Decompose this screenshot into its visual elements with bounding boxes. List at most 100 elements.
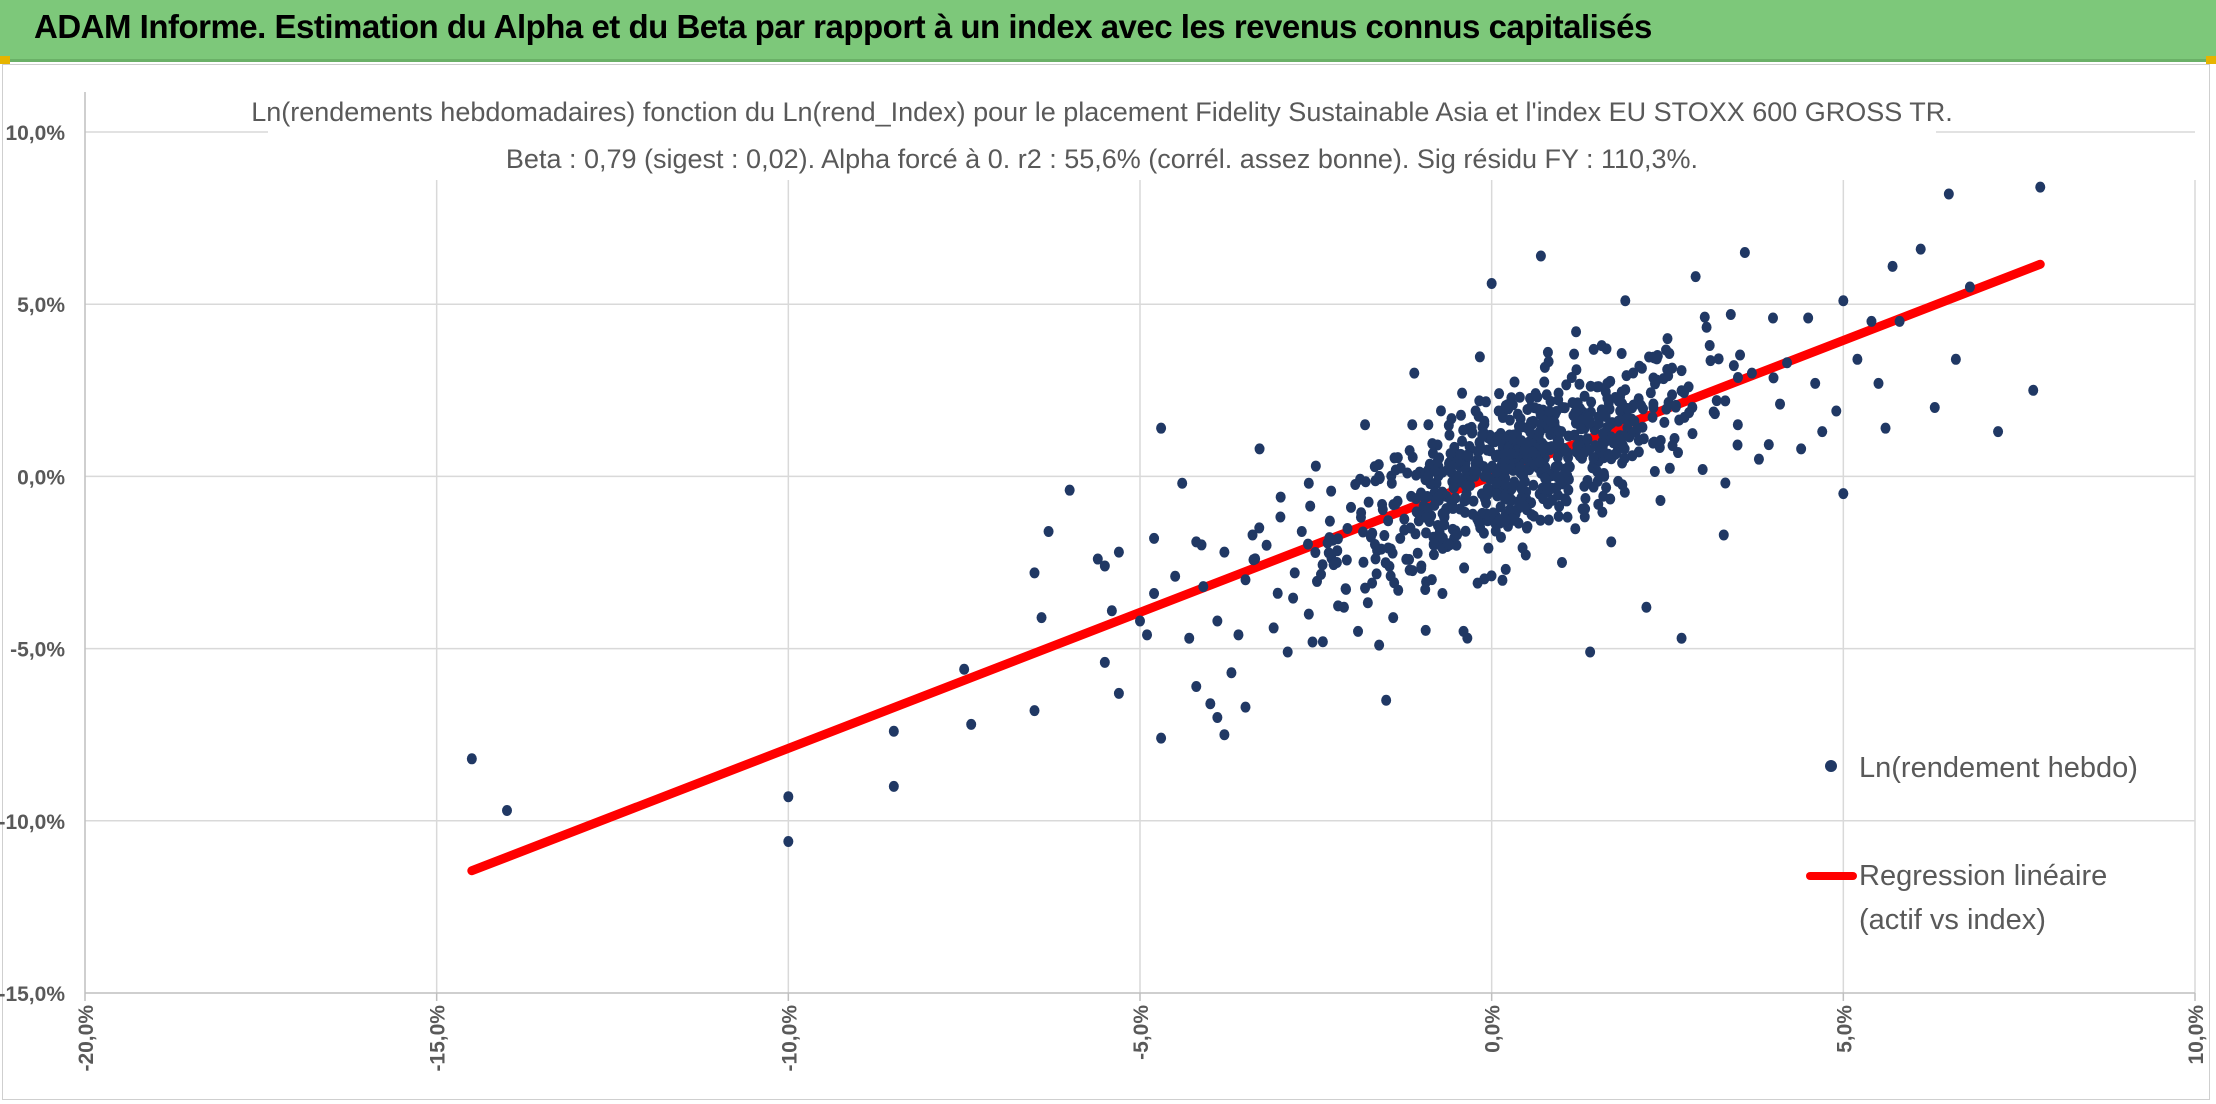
data-point [1602, 392, 1613, 404]
legend-label-points: Ln(rendement hebdo) [1859, 752, 2138, 784]
data-point [1302, 538, 1313, 550]
x-tick-label: -5,0% [1130, 1005, 1153, 1060]
data-point [1317, 559, 1328, 571]
data-point [1619, 443, 1630, 455]
data-point [1647, 411, 1658, 423]
data-point [1894, 315, 1905, 327]
data-point [1324, 515, 1335, 527]
data-point [1676, 365, 1687, 377]
data-point [1416, 562, 1427, 574]
data-point [1362, 597, 1373, 609]
data-point [1662, 364, 1673, 376]
data-point [1427, 438, 1438, 450]
data-point [1645, 387, 1656, 399]
data-point [1453, 471, 1464, 483]
data-point [1468, 495, 1479, 507]
data-point [1582, 433, 1593, 445]
data-point [1467, 427, 1478, 439]
data-point [1312, 575, 1323, 587]
data-point [1464, 440, 1475, 452]
data-point [1803, 312, 1814, 324]
data-point [1492, 477, 1503, 489]
data-point [1838, 488, 1849, 500]
data-point [1346, 501, 1356, 513]
data-point [1371, 568, 1382, 580]
data-point [1447, 502, 1458, 514]
data-point [1739, 247, 1750, 259]
data-point [502, 804, 512, 816]
data-point [1563, 484, 1574, 496]
data-point [1553, 394, 1564, 406]
data-point [1732, 419, 1743, 431]
data-point [1212, 711, 1223, 723]
data-point [1571, 326, 1582, 338]
data-point [1488, 507, 1499, 519]
data-point [1289, 567, 1300, 579]
data-point [1458, 424, 1469, 436]
data-point [1422, 491, 1433, 503]
data-point [1574, 378, 1585, 390]
data-point [1457, 387, 1468, 399]
data-point [1541, 389, 1552, 401]
data-point [1544, 405, 1555, 417]
data-point [1615, 434, 1626, 446]
data-point [1106, 605, 1117, 617]
data-point [1499, 463, 1510, 475]
data-point [1915, 243, 1926, 255]
data-point [1494, 388, 1505, 400]
data-point [1467, 508, 1478, 520]
data-point [1296, 526, 1307, 538]
data-point [1554, 500, 1565, 512]
data-point [1323, 547, 1334, 559]
data-point [1392, 495, 1403, 507]
data-point [1690, 271, 1701, 283]
data-point [1486, 278, 1497, 290]
data-point [1570, 523, 1581, 535]
data-point [1324, 532, 1335, 544]
data-point [1720, 477, 1731, 489]
data-point [1519, 444, 1530, 456]
data-point [1505, 503, 1516, 515]
data-point [1491, 488, 1502, 500]
data-point [1534, 427, 1545, 439]
data-point [1240, 574, 1251, 586]
data-point [1572, 397, 1583, 409]
data-point [1142, 629, 1153, 641]
data-point [1713, 353, 1724, 365]
data-point [1611, 447, 1622, 459]
data-point [1638, 403, 1649, 415]
data-point [1500, 478, 1511, 490]
data-point [1421, 527, 1432, 539]
data-point [1585, 646, 1596, 658]
data-point [1240, 701, 1251, 713]
data-point [1711, 395, 1722, 407]
data-point [1746, 367, 1757, 379]
y-tick-label: 5,0% [17, 294, 65, 317]
report-title: ADAM Informe. Estimation du Alpha et du … [34, 8, 1652, 45]
data-point [783, 791, 794, 803]
data-point [1539, 376, 1550, 388]
data-point [1576, 423, 1587, 435]
data-point [1500, 400, 1511, 412]
data-point [1602, 377, 1613, 389]
data-point [1557, 557, 1567, 568]
data-point [1570, 406, 1581, 418]
data-point [1494, 514, 1505, 526]
data-point [1887, 260, 1898, 272]
data-point [1395, 532, 1406, 544]
data-point [1099, 560, 1110, 572]
data-point [1506, 432, 1517, 444]
data-point [1384, 560, 1395, 572]
data-point [1528, 479, 1539, 491]
data-point [1492, 431, 1503, 443]
data-point [1432, 456, 1443, 468]
x-tick-label: -10,0% [778, 1005, 801, 1072]
data-point [1606, 536, 1617, 548]
data-point [1697, 464, 1708, 476]
legend-marker-points [1825, 760, 1837, 772]
data-point [1644, 351, 1655, 363]
data-point [1623, 417, 1634, 429]
data-point [1525, 426, 1536, 438]
data-point [1420, 583, 1431, 595]
data-point [1261, 539, 1272, 551]
